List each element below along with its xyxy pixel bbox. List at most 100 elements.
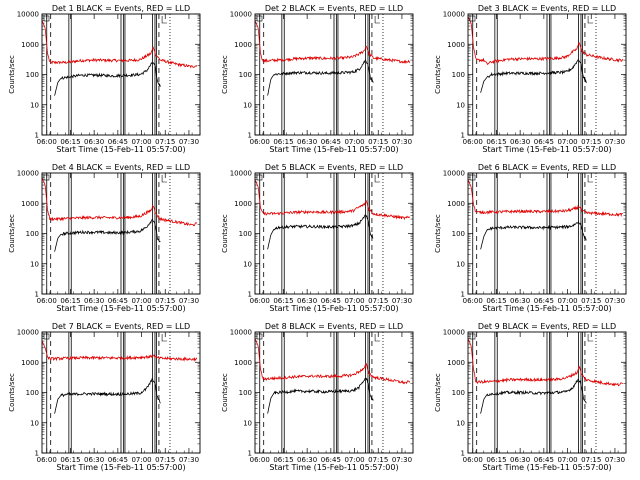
corner-mark — [374, 175, 381, 183]
y-tick-label: 10000 — [230, 329, 252, 337]
x-tick-label: 06:15 — [60, 138, 80, 146]
panel-title: Det 2 BLACK = Events, RED = LLD — [265, 4, 403, 13]
x-tick-label: 06:00 — [250, 138, 270, 146]
x-tick-label: 07:15 — [581, 138, 601, 146]
x-tick-label: 07:00 — [131, 456, 151, 464]
x-tick-label: 06:45 — [108, 297, 128, 305]
lld-series-line — [41, 340, 198, 362]
x-tick-label: 06:00 — [37, 297, 57, 305]
y-axis-label: Counts/sec — [221, 214, 229, 253]
x-tick-label: 07:00 — [344, 456, 364, 464]
x-tick-label: 07:30 — [179, 297, 199, 305]
x-tick-label: 06:15 — [486, 138, 506, 146]
y-axis-label: Counts/sec — [221, 55, 229, 94]
x-tick-label: 07:30 — [392, 456, 412, 464]
y-tick-label: 100 — [452, 230, 465, 238]
y-axis-label: Counts/sec — [8, 55, 16, 94]
x-tick-label: 06:45 — [108, 456, 128, 464]
corner-mark — [374, 334, 381, 342]
x-axis-label: Start Time (15-Feb-11 05:57:00) — [482, 463, 611, 472]
panel-det-7: Det 7 BLACK = Events, RED = LLD 1 10 100 100… — [8, 322, 201, 472]
events-series-line — [480, 378, 587, 414]
x-tick-label: 07:30 — [605, 456, 625, 464]
y-tick-label: 1 — [461, 450, 465, 458]
y-axis-label: Counts/sec — [221, 373, 229, 412]
x-tick-label: 07:15 — [155, 456, 175, 464]
x-tick-label: 06:30 — [297, 456, 317, 464]
corner-mark — [43, 174, 50, 181]
corner-mark — [256, 15, 263, 22]
y-tick-label: 10000 — [17, 329, 39, 337]
y-tick-label: 10 — [243, 419, 252, 427]
y-tick-label: 100 — [239, 230, 252, 238]
y-tick-label: 1000 — [447, 200, 465, 208]
plot-frame — [41, 13, 201, 136]
x-tick-label: 06:30 — [84, 456, 104, 464]
x-tick-label: 06:30 — [84, 138, 104, 146]
panel-title: Det 5 BLACK = Events, RED = LLD — [265, 163, 403, 172]
y-tick-label: 1000 — [447, 41, 465, 49]
x-tick-label: 07:00 — [344, 138, 364, 146]
x-tick-label: 07:30 — [179, 456, 199, 464]
y-tick-label: 10 — [456, 101, 465, 109]
plot-frame — [467, 13, 627, 136]
lld-series-line — [41, 177, 198, 227]
events-series-line — [480, 59, 587, 93]
x-tick-label: 06:15 — [486, 297, 506, 305]
y-tick-label: 100 — [26, 389, 39, 397]
x-axis-label: Start Time (15-Feb-11 05:57:00) — [56, 145, 185, 154]
x-tick-label: 06:45 — [534, 297, 554, 305]
y-tick-label: 1000 — [21, 359, 39, 367]
panel-det-4: Det 4 BLACK = Events, RED = LLD 1 10 100 100… — [8, 163, 201, 313]
x-tick-label: 06:15 — [486, 456, 506, 464]
panel-title: Det 9 BLACK = Events, RED = LLD — [478, 322, 616, 331]
x-axis-label: Start Time (15-Feb-11 05:57:00) — [269, 145, 398, 154]
y-tick-label: 1 — [248, 450, 252, 458]
corner-mark — [469, 15, 476, 22]
x-tick-label: 07:00 — [131, 297, 151, 305]
lld-series-line — [254, 20, 411, 64]
corner-mark — [161, 16, 168, 24]
y-tick-label: 10000 — [17, 170, 39, 178]
panel-title: Det 1 BLACK = Events, RED = LLD — [52, 4, 190, 13]
y-axis-label: Counts/sec — [8, 373, 16, 412]
x-axis-label: Start Time (15-Feb-11 05:57:00) — [482, 145, 611, 154]
panel-det-8: Det 8 BLACK = Events, RED = LLD 1 10 100 100… — [221, 322, 414, 472]
x-tick-label: 06:00 — [37, 456, 57, 464]
x-tick-label: 06:30 — [510, 138, 530, 146]
x-tick-label: 06:45 — [534, 138, 554, 146]
x-axis-label: Start Time (15-Feb-11 05:57:00) — [269, 463, 398, 472]
panel-det-3: Det 3 BLACK = Events, RED = LLD 1 10 100 100… — [434, 4, 627, 154]
x-tick-label: 07:30 — [179, 138, 199, 146]
y-axis-label: Counts/sec — [434, 214, 442, 253]
x-tick-label: 06:00 — [250, 456, 270, 464]
x-tick-label: 06:30 — [510, 297, 530, 305]
events-series-line — [267, 377, 374, 414]
y-tick-label: 10 — [456, 419, 465, 427]
x-tick-label: 07:15 — [155, 138, 175, 146]
y-tick-label: 10 — [243, 101, 252, 109]
y-tick-label: 100 — [239, 389, 252, 397]
panel-title: Det 7 BLACK = Events, RED = LLD — [52, 322, 190, 331]
panel-det-2: Det 2 BLACK = Events, RED = LLD 1 10 100 100… — [221, 4, 414, 154]
corner-mark — [161, 334, 168, 342]
events-series-line — [480, 220, 587, 250]
y-tick-label: 100 — [452, 71, 465, 79]
y-tick-label: 10 — [243, 260, 252, 268]
y-axis-label: Counts/sec — [434, 373, 442, 412]
x-axis-label: Start Time (15-Feb-11 05:57:00) — [56, 463, 185, 472]
x-tick-label: 07:00 — [557, 297, 577, 305]
events-series-line — [267, 59, 374, 96]
y-tick-label: 1 — [35, 132, 39, 140]
x-tick-label: 07:15 — [368, 138, 388, 146]
x-tick-label: 07:15 — [581, 297, 601, 305]
events-series-line — [54, 62, 161, 96]
x-tick-label: 06:30 — [297, 297, 317, 305]
x-tick-label: 07:30 — [392, 297, 412, 305]
lld-series-line — [254, 338, 411, 385]
lld-series-line — [467, 16, 624, 66]
y-tick-label: 10000 — [443, 329, 465, 337]
plot-frame — [467, 172, 627, 295]
events-series-line — [267, 214, 374, 250]
